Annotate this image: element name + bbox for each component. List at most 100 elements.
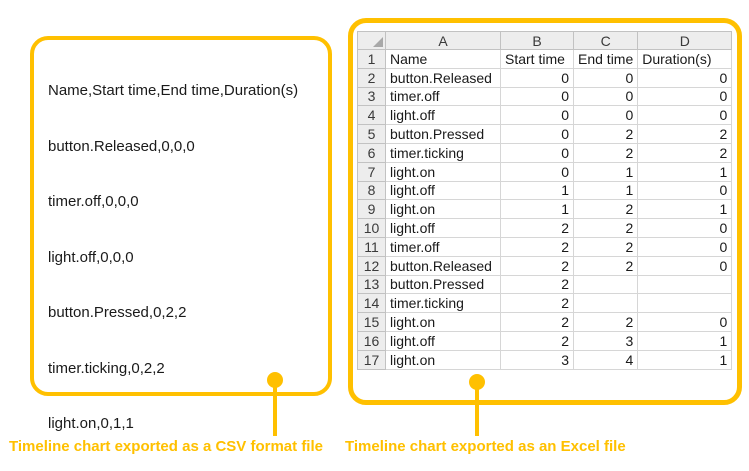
cell[interactable]: 0	[637, 312, 733, 332]
cell[interactable]: light.on	[385, 349, 501, 370]
cell[interactable]: 2	[500, 312, 574, 332]
table-row: 5 button.Pressed 0 2 2	[357, 124, 733, 144]
column-header-row: A B C D	[357, 31, 733, 50]
cell[interactable]: 0	[637, 218, 733, 238]
cell[interactable]: timer.ticking	[385, 293, 501, 314]
cell[interactable]: 3	[500, 349, 574, 370]
cell[interactable]: 2	[500, 255, 574, 276]
cell[interactable]: light.off	[385, 180, 501, 201]
cell[interactable]: 2	[572, 124, 639, 144]
cell[interactable]: 0	[500, 161, 574, 182]
cell[interactable]: 2	[572, 218, 639, 238]
cell[interactable]: 0	[572, 86, 639, 107]
row-header[interactable]: 1	[357, 49, 386, 69]
cell[interactable]: 0	[572, 105, 639, 126]
cell[interactable]: 0	[637, 86, 733, 107]
cell[interactable]: End time	[572, 49, 639, 69]
cell[interactable]: 0	[500, 67, 574, 88]
cell[interactable]: 0	[572, 67, 639, 88]
cell[interactable]: 2	[572, 312, 639, 332]
cell[interactable]: 2	[572, 142, 639, 163]
cell[interactable]: timer.off	[385, 86, 501, 107]
cell[interactable]: button.Pressed	[385, 274, 501, 295]
cell[interactable]: 1	[500, 199, 574, 220]
row-header[interactable]: 14	[357, 293, 386, 314]
row-header[interactable]: 16	[357, 330, 386, 351]
cell[interactable]	[637, 274, 733, 295]
cell[interactable]: 2	[637, 124, 733, 144]
table-row: 13 button.Pressed 2	[357, 274, 733, 295]
row-header[interactable]: 9	[357, 199, 386, 220]
cell[interactable]: Name	[385, 49, 501, 69]
column-header-d[interactable]: D	[637, 31, 733, 50]
cell[interactable]: 0	[500, 124, 574, 144]
cell[interactable]: 2	[500, 274, 574, 295]
cell[interactable]: timer.off	[385, 236, 501, 257]
cell[interactable]: 0	[637, 67, 733, 88]
cell[interactable]: 2	[500, 330, 574, 351]
cell[interactable]: button.Released	[385, 255, 501, 276]
cell[interactable]: Start time	[500, 49, 574, 69]
row-header[interactable]: 13	[357, 274, 386, 295]
select-all-corner[interactable]	[357, 31, 386, 50]
cell[interactable]: 0	[500, 105, 574, 126]
cell[interactable]: timer.ticking	[385, 142, 501, 163]
cell[interactable]	[572, 274, 639, 295]
cell[interactable]: 0	[500, 142, 574, 163]
cell[interactable]	[572, 293, 639, 314]
cell[interactable]: light.on	[385, 161, 501, 182]
row-header[interactable]: 11	[357, 236, 386, 257]
row-header[interactable]: 5	[357, 124, 386, 144]
cell[interactable]: 3	[572, 330, 639, 351]
cell[interactable]: button.Released	[385, 67, 501, 88]
cell[interactable]: light.off	[385, 218, 501, 238]
cell[interactable]: button.Pressed	[385, 124, 501, 144]
cell[interactable]: 1	[572, 180, 639, 201]
column-header-c[interactable]: C	[572, 31, 639, 50]
cell[interactable]: 1	[572, 161, 639, 182]
cell[interactable]: 2	[500, 218, 574, 238]
table-row: 15 light.on 2 2 0	[357, 312, 733, 332]
csv-caption: Timeline chart exported as a CSV format …	[9, 438, 323, 455]
cell[interactable]: 0	[500, 86, 574, 107]
cell[interactable]: 0	[637, 255, 733, 276]
cell[interactable]: 2	[637, 142, 733, 163]
row-header[interactable]: 2	[357, 67, 386, 88]
cell[interactable]: 4	[572, 349, 639, 370]
cell[interactable]: 1	[500, 180, 574, 201]
cell[interactable]: 2	[500, 236, 574, 257]
row-header[interactable]: 17	[357, 349, 386, 370]
cell[interactable]: light.off	[385, 330, 501, 351]
row-header[interactable]: 4	[357, 105, 386, 126]
row-header[interactable]: 15	[357, 312, 386, 332]
row-header[interactable]: 3	[357, 86, 386, 107]
row-header[interactable]: 10	[357, 218, 386, 238]
row-header[interactable]: 6	[357, 142, 386, 163]
cell[interactable]: 0	[637, 105, 733, 126]
cell[interactable]: 1	[637, 330, 733, 351]
column-header-b[interactable]: B	[500, 31, 574, 50]
cell[interactable]: 1	[637, 161, 733, 182]
cell[interactable]: light.off	[385, 105, 501, 126]
cell[interactable]: 0	[637, 180, 733, 201]
csv-file-content: Name,Start time,End time,Duration(s) but…	[48, 45, 318, 471]
cell[interactable]: 2	[500, 293, 574, 314]
cell[interactable]: light.on	[385, 312, 501, 332]
cell[interactable]: 0	[637, 236, 733, 257]
cell[interactable]: Duration(s)	[637, 49, 733, 69]
cell[interactable]: 1	[637, 349, 733, 370]
csv-line: light.on,0,1,1	[48, 415, 134, 432]
cell[interactable]: 2	[572, 236, 639, 257]
row-header[interactable]: 8	[357, 180, 386, 201]
cell[interactable]: light.on	[385, 199, 501, 220]
cell[interactable]: 2	[572, 199, 639, 220]
column-header-a[interactable]: A	[385, 31, 501, 50]
select-all-triangle-icon	[373, 37, 383, 47]
row-header[interactable]: 7	[357, 161, 386, 182]
table-row: 17 light.on 3 4 1	[357, 349, 733, 370]
cell[interactable]: 1	[637, 199, 733, 220]
row-header[interactable]: 12	[357, 255, 386, 276]
cell[interactable]: 2	[572, 255, 639, 276]
cell[interactable]	[637, 293, 733, 314]
